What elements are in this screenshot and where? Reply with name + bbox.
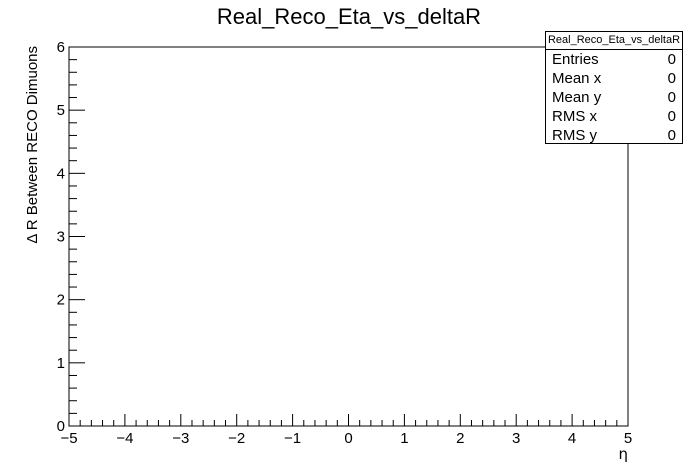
stats-value: 0 bbox=[667, 108, 676, 125]
y-tick-label: 5 bbox=[57, 102, 65, 119]
stats-row-rms-x: RMS x 0 bbox=[546, 107, 682, 126]
x-tick-label: −5 bbox=[60, 430, 77, 447]
stats-row-mean-x: Mean x 0 bbox=[546, 69, 682, 88]
axes-group: −5 −4 −3 −2 −1 0 1 2 3 4 5 0 1 2 3 4 5 6 bbox=[57, 39, 633, 447]
stats-label: Entries bbox=[552, 51, 599, 68]
x-tick-label: 3 bbox=[512, 430, 520, 447]
chart-title: Real_Reco_Eta_vs_deltaR bbox=[216, 4, 482, 29]
x-tick-label: −3 bbox=[172, 430, 189, 447]
stats-row-entries: Entries 0 bbox=[546, 50, 682, 69]
stats-box: Real_Reco_Eta_vs_deltaR Entries 0 Mean x… bbox=[545, 31, 683, 144]
y-tick-label: 6 bbox=[57, 39, 65, 56]
stats-label: Mean x bbox=[552, 70, 602, 87]
x-tick-label: −2 bbox=[228, 430, 245, 447]
y-axis-label: Δ R Between RECO Dimuons bbox=[24, 46, 41, 244]
x-tick-label: 0 bbox=[344, 430, 352, 447]
stats-row-mean-y: Mean y 0 bbox=[546, 88, 682, 107]
stats-value: 0 bbox=[667, 89, 676, 106]
y-tick-label: 3 bbox=[57, 229, 65, 246]
stats-row-rms-y: RMS y 0 bbox=[546, 126, 682, 145]
x-tick-label: 1 bbox=[400, 430, 408, 447]
stats-value: 0 bbox=[667, 70, 676, 87]
stats-box-title: Real_Reco_Eta_vs_deltaR bbox=[546, 32, 682, 50]
x-tick-label: 4 bbox=[568, 430, 576, 447]
x-tick-label: −1 bbox=[284, 430, 301, 447]
y-tick-label: 4 bbox=[57, 165, 65, 182]
stats-value: 0 bbox=[667, 51, 676, 68]
x-axis-label: η bbox=[618, 445, 628, 463]
x-tick-label: 2 bbox=[456, 430, 464, 447]
y-tick-label: 1 bbox=[57, 355, 65, 372]
x-tick-label: −4 bbox=[116, 430, 133, 447]
x-tick-label: 5 bbox=[624, 430, 632, 447]
y-tick-label: 0 bbox=[57, 418, 65, 435]
stats-label: RMS y bbox=[552, 127, 597, 144]
stats-value: 0 bbox=[667, 127, 676, 144]
stats-label: Mean y bbox=[552, 89, 602, 106]
stats-label: RMS x bbox=[552, 108, 597, 125]
y-tick-label: 2 bbox=[57, 292, 65, 309]
